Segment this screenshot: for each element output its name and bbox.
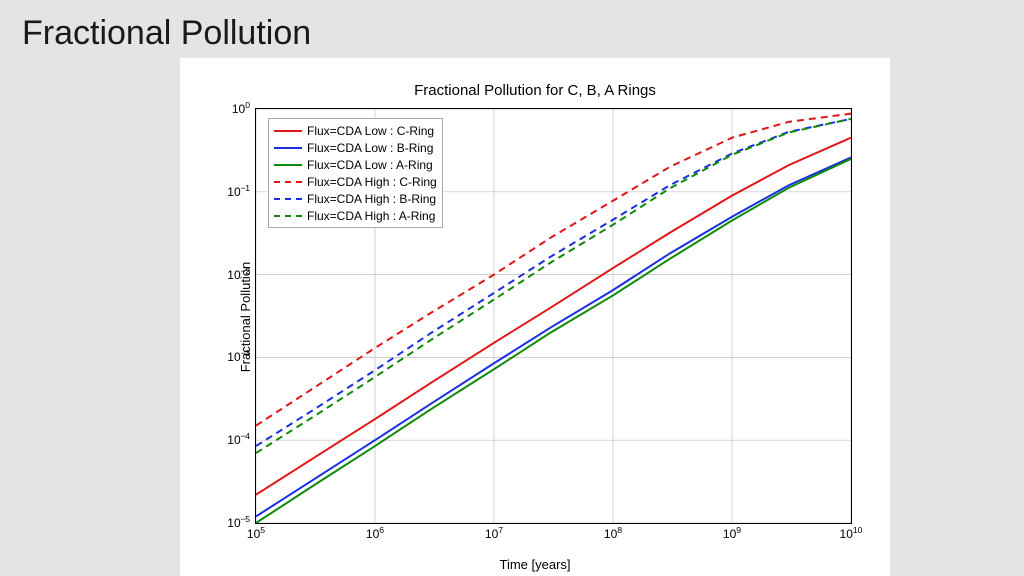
legend-label: Flux=CDA Low : A-Ring <box>307 158 433 172</box>
legend-label: Flux=CDA High : C-Ring <box>307 175 437 189</box>
legend-swatch <box>274 164 302 166</box>
x-tick-label: 105 <box>247 527 265 541</box>
legend-item: Flux=CDA High : C-Ring <box>274 173 437 190</box>
legend-item: Flux=CDA High : B-Ring <box>274 190 437 207</box>
chart-container: Fractional Pollution for C, B, A Rings F… <box>180 58 890 576</box>
y-tick-label: 10−2 <box>200 268 250 282</box>
x-tick-label: 108 <box>604 527 622 541</box>
legend-item: Flux=CDA Low : B-Ring <box>274 139 437 156</box>
legend-label: Flux=CDA Low : C-Ring <box>307 124 434 138</box>
x-tick-label: 109 <box>723 527 741 541</box>
legend-swatch <box>274 147 302 149</box>
legend-label: Flux=CDA Low : B-Ring <box>307 141 433 155</box>
legend-item: Flux=CDA High : A-Ring <box>274 207 437 224</box>
x-tick-label: 107 <box>485 527 503 541</box>
legend-item: Flux=CDA Low : A-Ring <box>274 156 437 173</box>
legend-swatch <box>274 130 302 132</box>
legend-label: Flux=CDA High : A-Ring <box>307 209 435 223</box>
legend: Flux=CDA Low : C-Ring Flux=CDA Low : B-Ri… <box>268 118 443 228</box>
legend-label: Flux=CDA High : B-Ring <box>307 192 436 206</box>
legend-swatch <box>274 215 302 217</box>
plot-area: 10−510−410−310−210−110010510610710810910… <box>255 108 852 524</box>
legend-swatch <box>274 198 302 200</box>
legend-swatch <box>274 181 302 183</box>
y-tick-label: 10−1 <box>200 185 250 199</box>
x-tick-label: 106 <box>366 527 384 541</box>
y-tick-label: 10−3 <box>200 350 250 364</box>
y-tick-label: 10−4 <box>200 433 250 447</box>
slide-title: Fractional Pollution <box>22 14 311 53</box>
x-axis-label: Time [years] <box>180 557 890 572</box>
chart-title: Fractional Pollution for C, B, A Rings <box>180 82 890 99</box>
y-tick-label: 10−5 <box>200 516 250 530</box>
legend-item: Flux=CDA Low : C-Ring <box>274 122 437 139</box>
y-tick-label: 100 <box>200 102 250 116</box>
x-tick-label: 1010 <box>840 527 863 541</box>
